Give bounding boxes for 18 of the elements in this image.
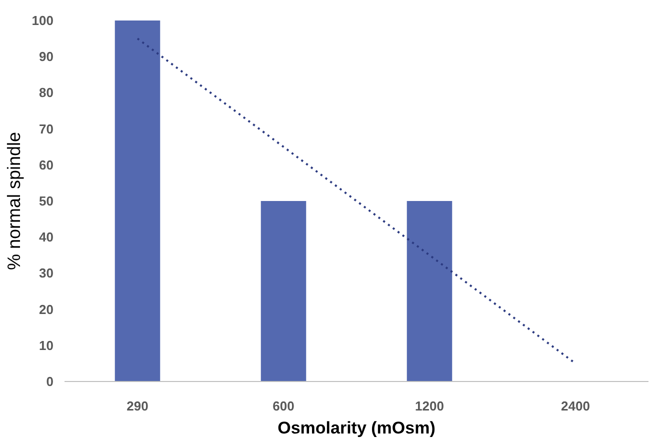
y-tick-label: 20 xyxy=(39,302,54,317)
y-tick-label: 0 xyxy=(46,374,54,389)
x-tick-label: 290 xyxy=(126,398,148,414)
x-axis-title: Osmolarity (mOsm) xyxy=(278,418,436,438)
x-tick-label: 600 xyxy=(272,398,294,414)
y-tick-label: 40 xyxy=(39,230,54,245)
x-tick-label: 1200 xyxy=(415,398,444,414)
x-tick-label: 2400 xyxy=(561,398,590,414)
y-axis-title: % normal spindle xyxy=(4,132,24,270)
y-tick-label: 30 xyxy=(39,266,54,281)
y-tick-label: 90 xyxy=(39,49,54,64)
y-tick-label: 60 xyxy=(39,157,54,172)
y-tick-label: 10 xyxy=(39,338,54,353)
y-tick-label: 70 xyxy=(39,121,54,136)
line-series xyxy=(136,38,576,364)
y-tick-label: 100 xyxy=(32,13,54,28)
y-tick-label: 50 xyxy=(39,194,54,208)
y-tick-label: 80 xyxy=(39,85,54,100)
